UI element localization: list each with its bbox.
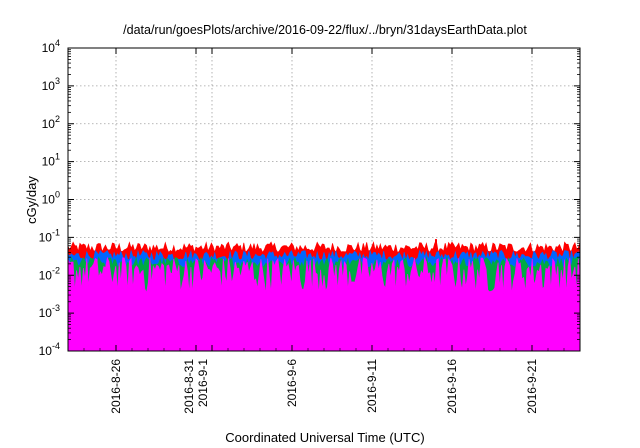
x-tick-label: 2016-9-11: [365, 359, 379, 413]
y-tick-label: 104: [42, 38, 60, 55]
y-axis: 10-4 10-3 10-2 10-1 100 101 102 103 104: [39, 38, 580, 358]
x-axis-label: Coordinated Universal Time (UTC): [225, 430, 424, 445]
x-axis: 2016-8-26 2016-8-31 2016-9-1 2016-9-6 2016-9…: [83, 48, 565, 414]
x-tick-label: 2016-9-6: [285, 359, 299, 407]
y-tick-label: 10-4: [39, 341, 60, 358]
x-tick-label: 2016-9-21: [525, 359, 539, 414]
x-tick-label: 2016-8-26: [109, 359, 123, 414]
series-dropout: [98, 293, 102, 351]
y-tick-label: 102: [42, 114, 60, 131]
chart-title: /data/run/goesPlots/archive/2016-09-22/f…: [123, 23, 527, 37]
x-tick-label: 2016-9-1: [196, 359, 210, 407]
series-dropout: [210, 293, 214, 351]
y-tick-label: 101: [42, 152, 60, 169]
data-series-group: [67, 239, 581, 352]
y-tick-label: 10-3: [39, 303, 60, 320]
series-dropout: [562, 293, 566, 351]
y-tick-label: 10-1: [39, 227, 60, 244]
x-tick-label: 2016-9-16: [445, 359, 459, 414]
y-tick-label: 103: [42, 76, 60, 93]
series-dropout: [322, 293, 326, 351]
y-tick-label: 10-2: [39, 265, 60, 282]
y-tick-label: 100: [42, 190, 60, 207]
y-axis-label: cGy/day: [24, 176, 39, 224]
series-dropout: [434, 293, 438, 351]
x-tick-label: 2016-8-31: [182, 359, 196, 414]
